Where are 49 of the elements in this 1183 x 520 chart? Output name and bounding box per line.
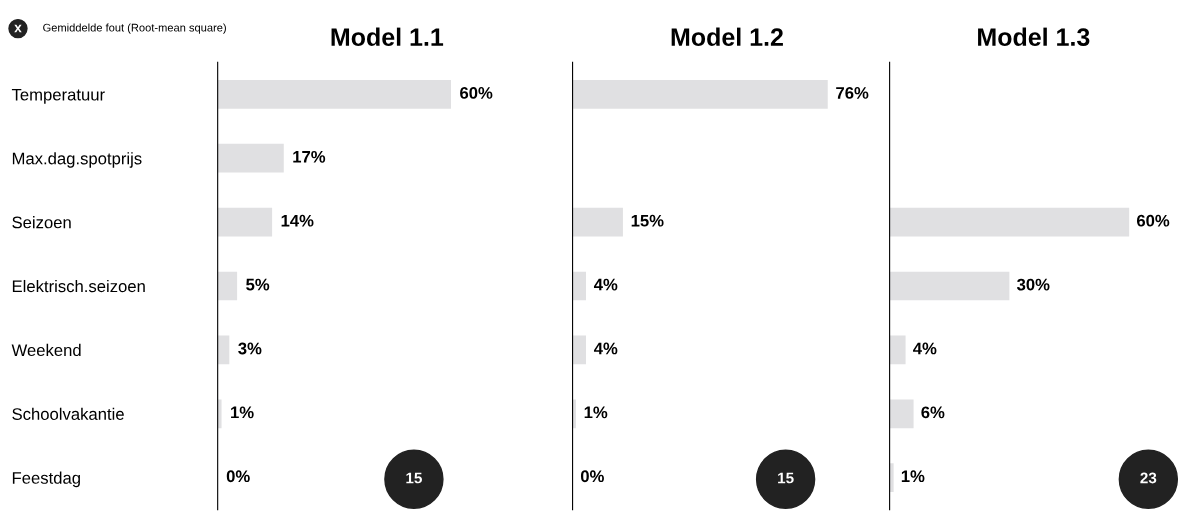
bar (572, 399, 576, 429)
data-label: 6% (921, 406, 945, 419)
data-label: 14% (281, 214, 314, 227)
y-tick-label: Weekend (11, 343, 81, 357)
y-tick-label: Temperatuur (11, 88, 105, 104)
bar (572, 271, 586, 301)
chart-title: Model 1.1 (331, 27, 444, 46)
annotation: 15 (778, 472, 794, 484)
y-tick-label: Feestdag (12, 471, 80, 488)
data-label: 15% (631, 214, 664, 227)
bar (889, 207, 1130, 237)
data-label: 4% (593, 278, 618, 291)
bar (217, 207, 273, 237)
data-label: 76% (836, 87, 869, 99)
y-tick-label: Schoolvakantie (12, 407, 124, 420)
bar (889, 463, 894, 493)
data-label: 4% (913, 342, 937, 355)
data-label: 1% (901, 470, 925, 483)
text: Gemiddelde fout (Root-mean square) (43, 23, 226, 34)
bar (889, 271, 1010, 301)
bar (217, 335, 230, 365)
text: x (14, 24, 22, 33)
y-tick-label: Seizoen (12, 216, 71, 229)
data-label: 60% (1136, 214, 1170, 227)
data-label: 4% (593, 342, 618, 355)
data-label: 60% (460, 87, 493, 99)
annotation: 15 (406, 472, 422, 484)
chart-title: Model 1.2 (671, 27, 783, 46)
bar (889, 399, 914, 429)
data-label: 3% (238, 342, 262, 355)
bar (217, 143, 284, 173)
bar (217, 271, 238, 301)
data-label: 1% (584, 406, 608, 419)
bar (572, 335, 586, 365)
data-label: 5% (246, 278, 270, 291)
chart-title: Model 1.3 (978, 27, 1090, 47)
data-label: 17% (293, 150, 326, 163)
data-label: 0% (580, 470, 604, 483)
bar (217, 79, 452, 109)
y-tick-label: Elektrisch.seizoen (12, 279, 145, 293)
bar (889, 335, 906, 365)
bar (217, 399, 222, 429)
bar (572, 79, 828, 109)
data-label: 0% (226, 470, 250, 483)
text: 23 (1140, 472, 1157, 484)
bar (572, 207, 623, 237)
data-label: 30% (1016, 278, 1050, 291)
y-tick-label: Max.dag.spotprijs (12, 152, 142, 168)
data-label: 1% (231, 406, 254, 419)
